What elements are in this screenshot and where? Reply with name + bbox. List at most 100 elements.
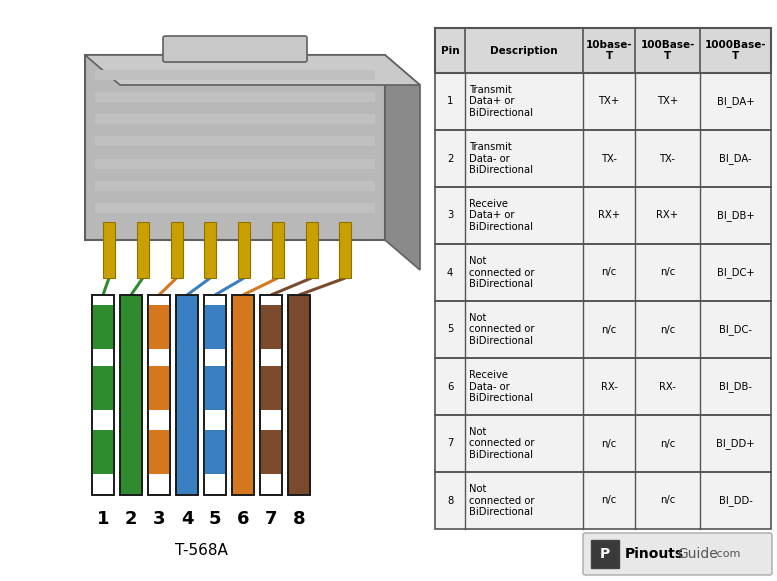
Bar — [435, 28, 771, 73]
Bar — [435, 472, 771, 529]
Text: 4: 4 — [181, 510, 193, 528]
Text: Transmit
Data+ or
BiDirectional: Transmit Data+ or BiDirectional — [469, 85, 533, 118]
Bar — [435, 415, 771, 472]
Bar — [435, 130, 771, 187]
Text: 1: 1 — [447, 96, 453, 106]
Bar — [435, 472, 771, 529]
Text: n/c: n/c — [660, 496, 675, 505]
Text: BI_DD+: BI_DD+ — [716, 438, 754, 449]
Bar — [204, 222, 216, 278]
Text: BI_DB+: BI_DB+ — [716, 210, 754, 221]
Bar — [435, 187, 771, 244]
Bar — [232, 295, 254, 495]
Text: 2: 2 — [447, 153, 453, 163]
Bar — [85, 55, 385, 240]
Text: 3: 3 — [447, 210, 453, 221]
Bar — [137, 222, 148, 278]
Text: TX-: TX- — [601, 153, 617, 163]
Text: Not
connected or
BiDirectional: Not connected or BiDirectional — [469, 256, 535, 289]
Bar — [204, 431, 226, 474]
Bar — [148, 295, 170, 495]
Text: n/c: n/c — [601, 325, 617, 335]
Bar — [95, 137, 375, 146]
Bar — [288, 295, 310, 495]
Text: TX+: TX+ — [657, 96, 678, 106]
Bar — [92, 431, 114, 474]
Bar — [435, 187, 771, 244]
Text: TX-: TX- — [660, 153, 675, 163]
Text: Pinouts: Pinouts — [625, 547, 684, 561]
Text: RX-: RX- — [659, 382, 676, 392]
Text: BI_DA+: BI_DA+ — [716, 96, 754, 107]
Text: 5: 5 — [447, 325, 453, 335]
Bar — [435, 358, 771, 415]
Bar — [170, 222, 183, 278]
Bar — [92, 295, 114, 495]
Text: 1: 1 — [97, 510, 110, 528]
Text: 3: 3 — [153, 510, 166, 528]
Text: 6: 6 — [237, 510, 249, 528]
Bar — [95, 203, 375, 213]
Text: 2: 2 — [125, 510, 138, 528]
Bar — [95, 92, 375, 102]
Text: Not
connected or
BiDirectional: Not connected or BiDirectional — [469, 484, 535, 517]
Bar — [95, 70, 375, 80]
Text: Transmit
Data- or
BiDirectional: Transmit Data- or BiDirectional — [469, 142, 533, 175]
Bar — [288, 295, 310, 495]
Bar — [435, 415, 771, 472]
Text: 6: 6 — [447, 382, 453, 392]
Text: TX+: TX+ — [598, 96, 619, 106]
Text: Receive
Data+ or
BiDirectional: Receive Data+ or BiDirectional — [469, 199, 533, 232]
Bar — [260, 305, 282, 349]
Bar — [260, 295, 282, 495]
Bar — [176, 295, 198, 495]
Bar — [435, 244, 771, 301]
Text: 10base-
T: 10base- T — [586, 40, 632, 62]
Text: RX+: RX+ — [598, 210, 620, 221]
Bar — [238, 222, 250, 278]
Text: 1000Base-
T: 1000Base- T — [705, 40, 766, 62]
Text: 8: 8 — [293, 510, 305, 528]
Text: BI_DB-: BI_DB- — [719, 381, 752, 392]
Bar — [260, 365, 282, 410]
Text: T-568A: T-568A — [175, 543, 228, 558]
Text: BI_DC-: BI_DC- — [719, 324, 752, 335]
Bar — [204, 295, 226, 495]
Bar — [120, 295, 142, 495]
Text: n/c: n/c — [660, 267, 675, 278]
Text: Receive
Data- or
BiDirectional: Receive Data- or BiDirectional — [469, 370, 533, 403]
Polygon shape — [85, 55, 420, 85]
Bar — [305, 222, 318, 278]
Text: n/c: n/c — [601, 439, 617, 449]
Text: Not
connected or
BiDirectional: Not connected or BiDirectional — [469, 313, 535, 346]
Bar — [176, 295, 198, 495]
Text: BI_DA-: BI_DA- — [720, 153, 752, 164]
Bar — [92, 295, 114, 495]
Bar — [148, 305, 170, 349]
Bar — [95, 181, 375, 191]
Bar — [92, 305, 114, 349]
Text: n/c: n/c — [660, 325, 675, 335]
Text: RX-: RX- — [601, 382, 618, 392]
Bar — [204, 305, 226, 349]
Text: 100Base-
T: 100Base- T — [640, 40, 695, 62]
FancyBboxPatch shape — [583, 533, 772, 575]
Bar — [435, 73, 771, 130]
Text: n/c: n/c — [601, 496, 617, 505]
Text: 8: 8 — [447, 496, 453, 505]
Text: Not
connected or
BiDirectional: Not connected or BiDirectional — [469, 427, 535, 460]
Text: 4: 4 — [447, 267, 453, 278]
Text: BI_DD-: BI_DD- — [719, 495, 752, 506]
FancyBboxPatch shape — [163, 36, 307, 62]
Text: 5: 5 — [209, 510, 221, 528]
Bar — [95, 159, 375, 168]
Polygon shape — [385, 55, 420, 270]
Text: 7: 7 — [447, 439, 453, 449]
Bar — [232, 295, 254, 495]
Bar — [435, 73, 771, 130]
Bar — [95, 114, 375, 124]
Bar — [435, 301, 771, 358]
Bar — [435, 301, 771, 358]
Bar — [204, 295, 226, 495]
Bar — [435, 244, 771, 301]
